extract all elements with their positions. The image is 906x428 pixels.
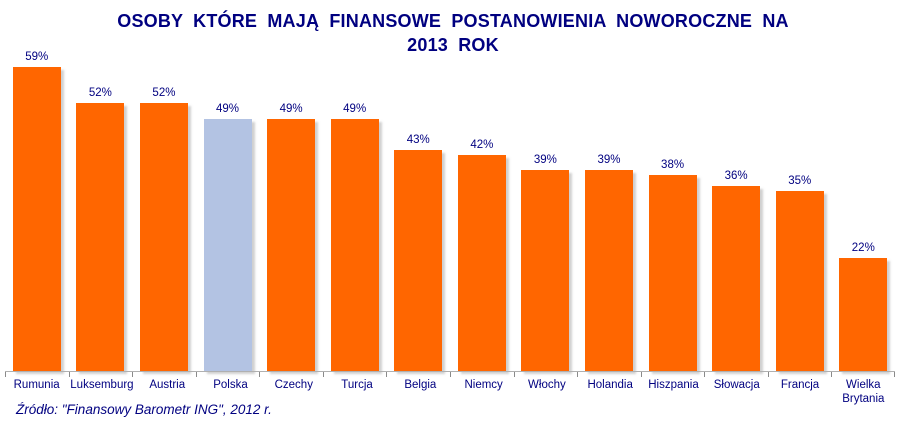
category-label-słowacja: Słowacja [713,379,760,391]
bar-value-label-czechy: 49% [279,103,303,115]
bar-cell-rumunia: 59% [5,44,69,371]
bar-belgia [394,150,443,371]
bar-niemcy [457,155,506,371]
category-label-hiszpania: Hiszpania [648,379,699,391]
bar-francja [775,191,824,371]
axis-tick [132,372,134,377]
bar-value-label-słowacja: 36% [724,170,748,182]
chart-title: OSOBY KTÓRE MAJĄ FINANSOWE POSTANOWIENIA… [0,9,906,57]
bar-value-label-turcja: 49% [343,103,367,115]
bar-luksemburg [76,103,125,371]
bar-cell-wielka-brytania: 22% [832,44,896,371]
category-label-włochy: Włochy [528,379,566,391]
bar-value-label-luksemburg: 52% [88,87,112,99]
bar-cell-holandia: 39% [577,44,641,371]
bar-czechy [267,119,316,371]
bar-cell-słowacja: 36% [704,44,768,371]
bar-value-label-belgia: 43% [406,134,430,146]
bar-wielka-brytania [839,258,888,371]
bar-value-label-polska: 49% [216,103,240,115]
axis-tick [831,372,833,377]
bar-value-label-niemcy: 42% [470,139,494,151]
axis-tick [640,372,642,377]
bar-cell-belgia: 43% [386,44,450,371]
bar-value-label-rumunia: 59% [25,51,49,63]
bar-value-label-hiszpania: 38% [661,159,685,171]
bar-cell-luksemburg: 52% [69,44,133,371]
bar-włochy [521,170,570,371]
bar-cell-włochy: 39% [514,44,578,371]
bar-cell-hiszpania: 38% [641,44,705,371]
category-label-niemcy: Niemcy [464,379,503,391]
category-label-belgia: Belgia [404,379,437,391]
bar-cell-niemcy: 42% [450,44,514,371]
category-label-luksemburg: Luksemburg [70,379,134,391]
bar-cell-polska: 49% [196,44,260,371]
bar-cell-czechy: 49% [259,44,323,371]
axis-tick [68,372,70,377]
axis-tick [322,372,324,377]
bar-holandia [584,170,633,371]
bar-polska [203,119,252,371]
chart-title-line-1: OSOBY KTÓRE MAJĄ FINANSOWE POSTANOWIENIA… [117,11,789,31]
bar-słowacja [712,186,761,371]
plot-area: 59% 52% 52% 49% 49% 49% 43% 42% 39% 39% 38% 36% 35% 2… [5,44,895,371]
axis-tick [894,372,895,377]
axis-tick [450,372,451,377]
axis-tick [704,372,706,377]
axis-tick [767,372,769,377]
x-axis [5,371,895,377]
axis-tick [5,372,6,377]
category-label-wielka-brytania: Wielka Brytania [842,379,885,405]
bar-value-label-wielka-brytania: 22% [851,242,875,254]
axis-tick [259,372,261,377]
bar-value-label-włochy: 39% [533,154,557,166]
bar-cell-francja: 35% [768,44,832,371]
axis-tick [195,372,197,377]
bar-cell-turcja: 49% [323,44,387,371]
source-note: Źródło: "Finansowy Barometr ING", 2012 r… [16,402,272,417]
category-label-turcja: Turcja [341,379,373,391]
chart-title-line-2: 2013 ROK [407,35,499,55]
category-label-rumunia: Rumunia [13,379,60,391]
bar-austria [139,103,188,371]
axis-tick [386,372,388,377]
bar-turcja [330,119,379,371]
bar-rumunia [12,67,61,371]
bar-value-label-francja: 35% [788,175,812,187]
category-label-francja: Francja [780,379,820,391]
category-label-polska: Polska [213,379,248,391]
bar-cell-austria: 52% [132,44,196,371]
bar-value-label-austria: 52% [152,87,176,99]
category-label-czechy: Czechy [274,379,313,391]
bar-value-label-holandia: 39% [597,154,621,166]
axis-tick [513,372,515,377]
category-label-holandia: Holandia [587,379,633,391]
category-label-austria: Austria [149,379,186,391]
axis-tick [577,372,579,377]
bar-hiszpania [648,175,697,371]
category-axis-labels: Rumunia Luksemburg Austria Polska Czechy Turc… [5,378,895,406]
